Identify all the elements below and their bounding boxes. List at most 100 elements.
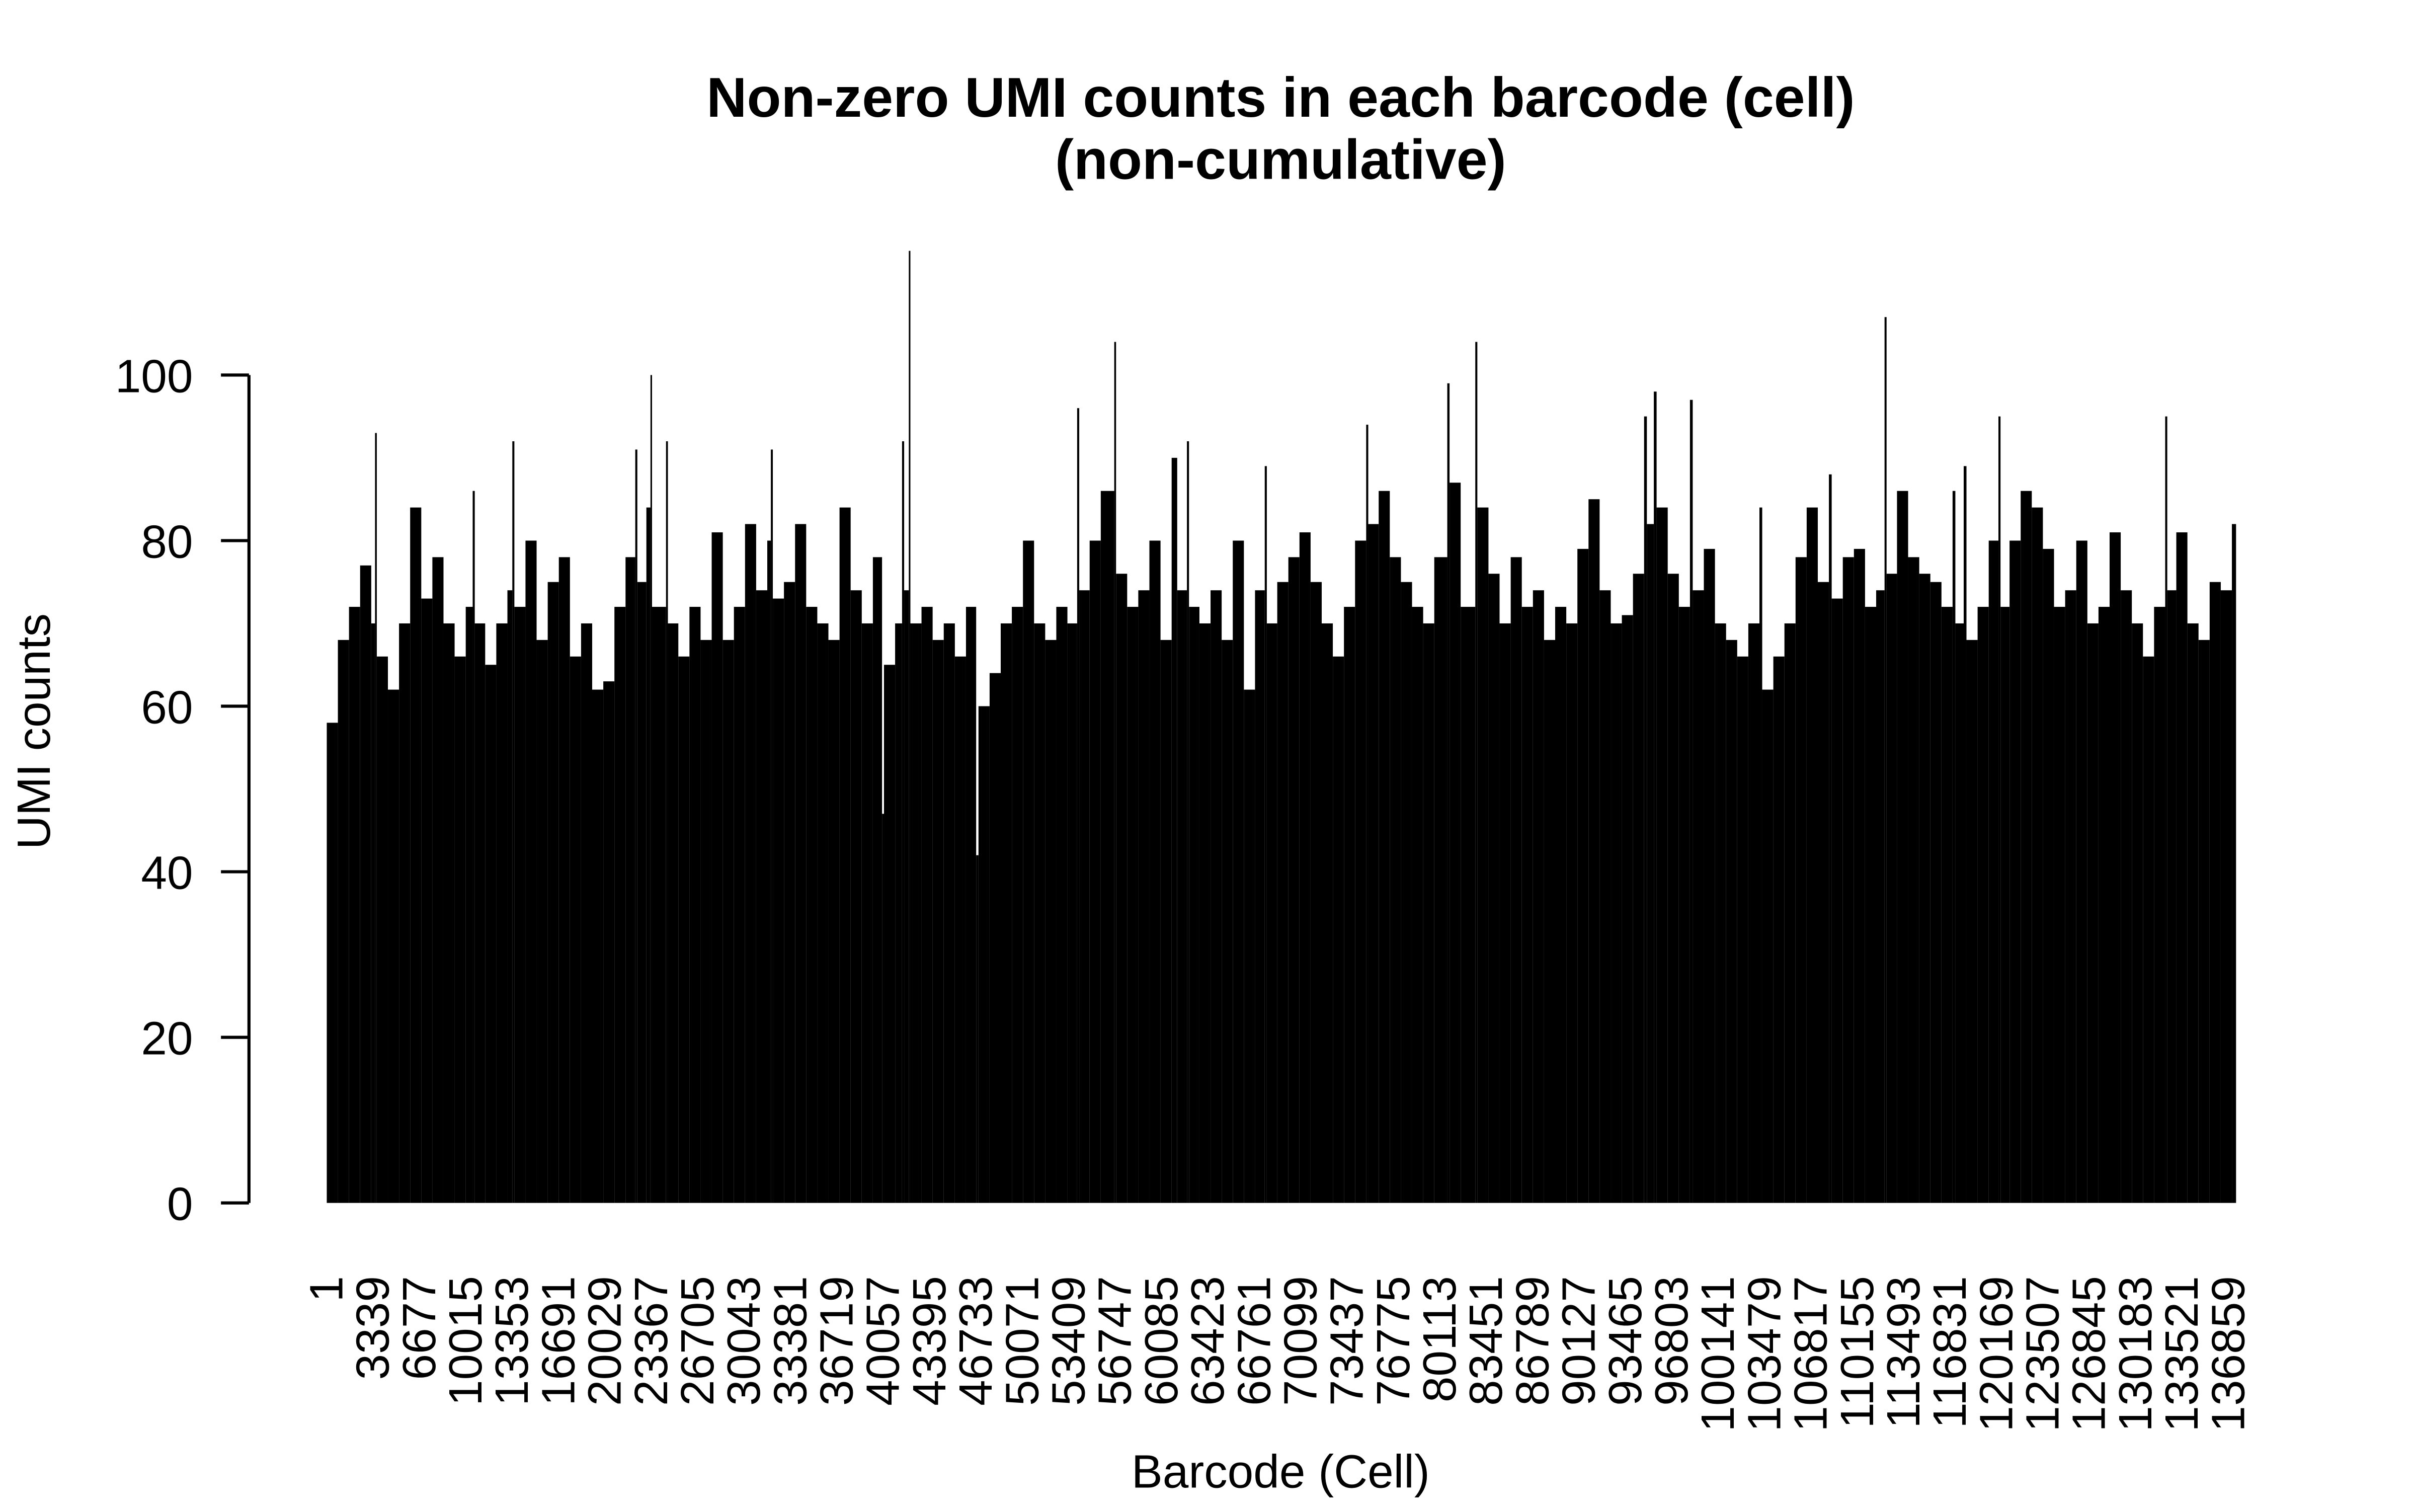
bar bbox=[1667, 574, 1679, 1203]
bar bbox=[474, 623, 486, 1203]
bar bbox=[1288, 557, 1300, 1203]
bar bbox=[666, 441, 668, 1203]
x-tick-label: 96803 bbox=[1645, 1276, 1698, 1406]
bar bbox=[421, 598, 433, 1203]
bar bbox=[1322, 623, 1333, 1203]
bar bbox=[1266, 623, 1277, 1203]
bar bbox=[910, 623, 922, 1203]
bar bbox=[625, 557, 635, 1203]
bar bbox=[2154, 607, 2165, 1203]
bar bbox=[1344, 607, 1355, 1203]
x-axis-title: Barcode (Cell) bbox=[1132, 1446, 1430, 1498]
bar bbox=[1773, 656, 1785, 1203]
x-tick-label: 30043 bbox=[717, 1276, 770, 1406]
bar bbox=[558, 557, 570, 1203]
bar bbox=[1171, 457, 1177, 1203]
bar bbox=[756, 590, 768, 1203]
bar bbox=[1704, 548, 1715, 1203]
bar bbox=[376, 656, 388, 1203]
bar bbox=[1412, 607, 1423, 1203]
bar bbox=[1588, 499, 1600, 1203]
bar bbox=[650, 375, 652, 1203]
x-tick-label: 100141 bbox=[1692, 1276, 1744, 1432]
bar bbox=[1211, 590, 1222, 1203]
bar bbox=[432, 557, 444, 1203]
bar bbox=[1401, 582, 1412, 1203]
bar bbox=[1079, 590, 1090, 1203]
bar bbox=[1544, 640, 1556, 1203]
bar bbox=[1963, 466, 1967, 1203]
y-tick-label: 80 bbox=[141, 515, 193, 568]
bar bbox=[734, 607, 745, 1203]
bar bbox=[443, 623, 455, 1203]
bar bbox=[771, 449, 773, 1203]
bar bbox=[1831, 598, 1843, 1203]
bar bbox=[375, 433, 377, 1203]
x-tick-label: 60085 bbox=[1135, 1276, 1187, 1406]
y-axis-title: UMI counts bbox=[8, 613, 60, 849]
bar bbox=[1876, 590, 1885, 1203]
bar bbox=[1656, 507, 1668, 1203]
bar bbox=[507, 590, 513, 1203]
y-tick-label: 100 bbox=[115, 350, 193, 402]
bar bbox=[1884, 317, 1887, 1203]
x-tick-label: 70099 bbox=[1274, 1276, 1326, 1406]
bar bbox=[2065, 590, 2076, 1203]
x-tick-label: 73437 bbox=[1321, 1276, 1373, 1406]
bar bbox=[932, 640, 944, 1203]
x-tick-label: 66761 bbox=[1228, 1276, 1280, 1406]
bar bbox=[496, 623, 508, 1203]
bar bbox=[1149, 540, 1161, 1203]
bar bbox=[1056, 607, 1068, 1203]
x-tick-label: 133521 bbox=[2155, 1276, 2208, 1432]
bar bbox=[349, 607, 360, 1203]
bar bbox=[2198, 640, 2210, 1203]
bar bbox=[1748, 623, 1759, 1203]
bar bbox=[895, 623, 902, 1203]
bar bbox=[1737, 656, 1748, 1203]
x-tick-label: 16691 bbox=[532, 1276, 584, 1406]
bar bbox=[2209, 582, 2221, 1203]
bar bbox=[884, 665, 896, 1203]
x-tick-label: 20029 bbox=[579, 1276, 631, 1406]
bar bbox=[2167, 590, 2177, 1203]
bar bbox=[806, 607, 818, 1203]
bar bbox=[1930, 582, 1942, 1203]
bar bbox=[1355, 540, 1366, 1203]
bar bbox=[1622, 615, 1633, 1203]
bar bbox=[1100, 491, 1114, 1203]
bar bbox=[536, 640, 548, 1203]
bar bbox=[1555, 607, 1567, 1203]
bar bbox=[2032, 507, 2043, 1203]
bar bbox=[872, 557, 882, 1203]
bar bbox=[485, 665, 497, 1203]
bar bbox=[1865, 607, 1876, 1203]
bar bbox=[1955, 623, 1964, 1203]
x-tick-label: 23367 bbox=[625, 1276, 677, 1406]
bar bbox=[2043, 548, 2054, 1203]
x-tick-label: 13353 bbox=[486, 1276, 538, 1406]
x-tick-label: 10015 bbox=[439, 1276, 492, 1406]
bar bbox=[1966, 640, 1978, 1203]
x-tick-label: 6677 bbox=[393, 1276, 445, 1380]
bar bbox=[1310, 582, 1322, 1203]
bar bbox=[902, 441, 905, 1203]
bar bbox=[472, 491, 475, 1203]
bar bbox=[817, 623, 829, 1203]
bar bbox=[689, 607, 701, 1203]
bar bbox=[1277, 582, 1289, 1203]
bar bbox=[1077, 408, 1080, 1203]
bar bbox=[1817, 582, 1829, 1203]
bar bbox=[1715, 623, 1726, 1203]
bar bbox=[1244, 689, 1255, 1203]
bar bbox=[1160, 640, 1172, 1203]
bar bbox=[2087, 623, 2099, 1203]
bar bbox=[954, 656, 966, 1203]
bar bbox=[1988, 540, 1999, 1203]
bar bbox=[1189, 607, 1199, 1203]
bar bbox=[592, 689, 604, 1203]
bar bbox=[2187, 623, 2199, 1203]
bar bbox=[2000, 607, 2010, 1203]
bar bbox=[1726, 640, 1737, 1203]
bar bbox=[1908, 557, 1919, 1203]
